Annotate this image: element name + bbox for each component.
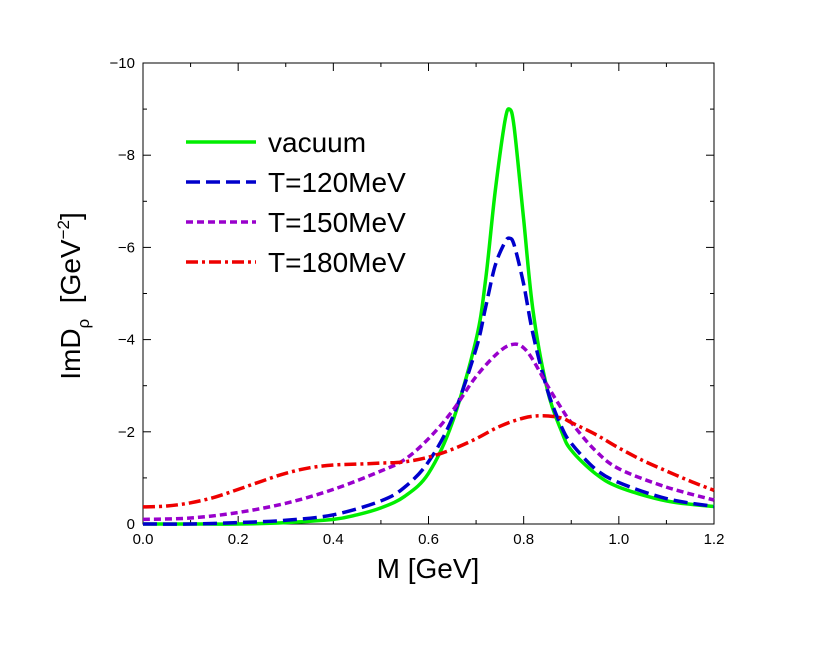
- x-tick-label: 0.4: [323, 531, 344, 548]
- y-axis-title-sup: −2: [54, 220, 73, 239]
- legend-label: T=150MeV: [268, 207, 406, 238]
- y-axis-title-base: ImD: [55, 328, 86, 379]
- legend: vacuum T=120MeV T=150MeV T=180MeV: [186, 127, 406, 278]
- y-axis-title: ImDρ [GeV−2]: [54, 212, 93, 380]
- x-tick-label: 1.0: [608, 531, 629, 548]
- x-tick-label: 0.8: [513, 531, 534, 548]
- x-axis-title: M [GeV]: [377, 553, 480, 584]
- x-tick-label: 1.2: [704, 531, 725, 548]
- legend-label: T=180MeV: [268, 247, 406, 278]
- y-tick-label: −10: [110, 55, 135, 72]
- legend-label: vacuum: [268, 127, 366, 158]
- y-axis-title-sub: ρ: [74, 319, 93, 329]
- y-tick-label: −4: [118, 332, 135, 349]
- series-lines: [142, 107, 715, 526]
- legend-label: T=120MeV: [268, 167, 406, 198]
- y-tick-label: −8: [118, 147, 135, 164]
- axis-tick-labels: 0.0 0.2 0.4 0.6 0.8 1.0 1.2 0 −2 −4 −6 −8 −10: [110, 55, 725, 548]
- x-tick-label: 0.2: [228, 531, 249, 548]
- series-line-t-120mev: [142, 236, 715, 526]
- x-tick-label: 0.6: [418, 531, 439, 548]
- series-line-vacuum: [143, 107, 715, 526]
- y-tick-label: −6: [118, 239, 135, 256]
- series-line-t-150mev: [142, 342, 715, 522]
- y-axis-title-close: ]: [55, 212, 86, 220]
- y-tick-label: −2: [118, 424, 135, 441]
- axis-ticks: [142, 62, 715, 525]
- y-axis-title-unit: [GeV: [55, 239, 86, 319]
- y-tick-label: 0: [127, 516, 135, 533]
- series-line-t-180mev: [142, 413, 715, 509]
- x-tick-label: 0.0: [133, 531, 154, 548]
